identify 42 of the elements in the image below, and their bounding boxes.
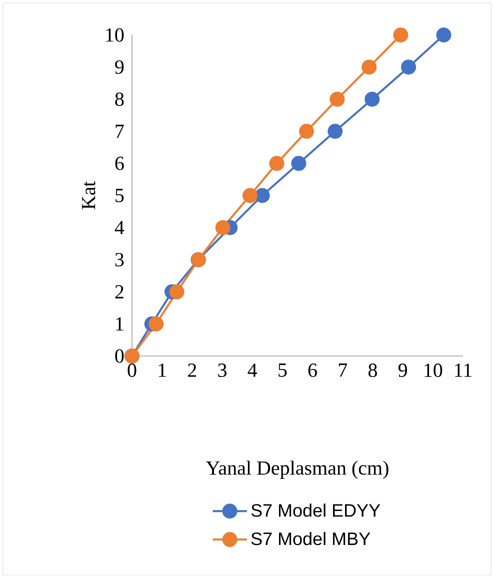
point [328, 124, 343, 139]
legend-label: S7 Model MBY [251, 532, 370, 546]
point [169, 284, 184, 300]
legend-label: S7 Model EDYY [251, 504, 380, 517]
y-tick-label: 2 [115, 285, 124, 298]
x-tick-label: 1 [158, 364, 166, 377]
point [215, 220, 230, 236]
point [269, 156, 284, 171]
x-tick-label: 0 [128, 364, 136, 378]
point [330, 92, 345, 107]
point [299, 124, 314, 139]
y-tick-label: 5 [116, 188, 124, 202]
y-tick-label: 4 [114, 221, 124, 234]
point [401, 60, 416, 75]
y-tick-label: 6 [115, 156, 124, 170]
point [364, 92, 380, 107]
x-tick-label: 4 [248, 364, 258, 377]
y-tick-label: 7 [116, 124, 124, 138]
x-tick-label: 6 [308, 364, 317, 377]
y-axis-title: Kat [82, 181, 96, 210]
point [393, 27, 408, 43]
x-tick-label: 2 [188, 364, 196, 377]
x-tick-label: 3 [218, 364, 226, 377]
point [291, 156, 306, 171]
x-tick-label: 9 [398, 364, 407, 377]
point [254, 188, 270, 204]
point [242, 188, 258, 204]
x-tick-label: 8 [368, 364, 377, 378]
y-tick-label: 0 [115, 349, 124, 363]
x-axis-title: Yanal Deplasman (cm) [206, 460, 388, 479]
y-tick-label: 10 [106, 28, 124, 42]
y-tick-label: 3 [115, 252, 124, 266]
y-tick-label: 1 [116, 317, 124, 330]
point [148, 316, 164, 332]
x-tick-label: 7 [338, 364, 348, 377]
y-tick-label: 8 [115, 92, 124, 106]
x-tick-label: 10 [424, 364, 442, 378]
point [362, 60, 377, 75]
x-tick-label: 11 [455, 364, 472, 377]
point [436, 27, 452, 43]
x-tick-label: 5 [278, 364, 287, 377]
y-tick-label: 9 [115, 60, 124, 74]
